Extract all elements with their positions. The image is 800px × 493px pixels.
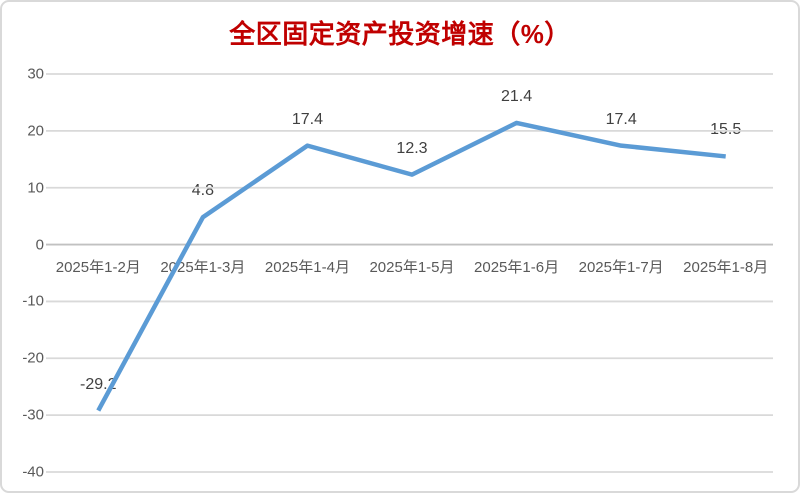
x-axis-label: 2025年1-7月 (578, 259, 664, 276)
y-axis-tick-label: -30 (22, 406, 44, 424)
data-label: 12.3 (396, 139, 428, 157)
y-axis-tick-label: 20 (27, 122, 44, 140)
data-label: 21.4 (500, 87, 533, 105)
data-label: 17.4 (605, 110, 637, 128)
x-axis-label: 2025年1-5月 (369, 259, 455, 276)
data-label: 17.4 (291, 110, 323, 128)
x-axis-label: 2025年1-4月 (264, 259, 350, 276)
y-axis-tick-label: 0 (35, 236, 44, 254)
series-line (96, 120, 726, 412)
chart-title: 全区固定资产投资增速（%） (229, 19, 571, 49)
y-axis-tick-label: 10 (27, 179, 44, 197)
x-axis-label: 2025年1-2月 (55, 259, 141, 276)
y-axis-tick-label: -20 (22, 349, 44, 367)
y-axis-tick-label: 30 (27, 65, 44, 83)
x-axis-label: 2025年1-8月 (683, 259, 769, 276)
y-axis-tick-label: -40 (22, 463, 44, 481)
data-label: 15.5 (710, 121, 742, 139)
data-label: -29.2 (80, 375, 117, 393)
x-axis-label: 2025年1-3月 (160, 259, 246, 276)
data-label: 4.8 (191, 182, 214, 200)
x-axis-label: 2025年1-6月 (474, 259, 560, 276)
y-axis-tick-label: -10 (22, 292, 44, 310)
